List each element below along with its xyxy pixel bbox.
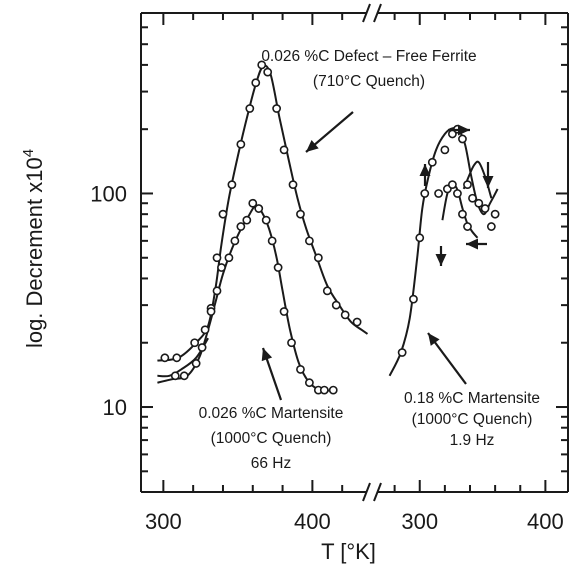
label-ferrite-title: 0.026 %C Defect – Free Ferrite: [261, 48, 476, 65]
curve-left-1: [157, 204, 337, 392]
label-martensite-19-freq: 1.9 Hz: [450, 432, 495, 449]
data-point: [261, 215, 271, 225]
arrow-ferrite: [305, 111, 354, 153]
data-point: [242, 215, 252, 225]
arrow-left-bottom: [466, 238, 487, 250]
data-point: [434, 189, 443, 198]
data-point: [217, 263, 226, 272]
arrow-martensite-66hz: [261, 347, 283, 401]
data-point: [420, 189, 430, 198]
data-point: [245, 104, 255, 113]
curve-left-2: [157, 337, 209, 378]
data-point: [236, 139, 246, 149]
data-point: [197, 343, 207, 352]
data-point: [453, 189, 462, 198]
y-axis-title: log. Decrement x104: [20, 149, 47, 348]
x-tick-label: 400: [294, 509, 331, 534]
data-point: [267, 236, 277, 246]
y-axis-title-exponent: 4: [20, 149, 37, 157]
data-point: [206, 307, 216, 316]
label-martensite-66-title: 0.026 %C Martensite: [199, 405, 344, 422]
data-point: [200, 325, 210, 335]
data-point: [190, 338, 200, 348]
data-point: [340, 310, 350, 320]
data-point: [279, 307, 289, 316]
data-point: [227, 180, 237, 190]
data-point: [458, 209, 467, 219]
arrow-down-right: [482, 162, 494, 188]
data-point: [328, 385, 338, 395]
axes: [140, 3, 569, 502]
data-point: [160, 353, 170, 363]
data-point: [170, 371, 180, 381]
label-martensite-66-freq: 66 Hz: [251, 455, 292, 472]
data-point: [179, 371, 189, 381]
data-point: [305, 236, 314, 246]
data-point: [313, 253, 323, 263]
curves: [157, 64, 499, 392]
data-points: [160, 60, 500, 395]
data-point: [248, 198, 258, 208]
label-martensite-19-title: 0.18 %C Martensite: [404, 390, 540, 407]
data-point: [490, 209, 500, 219]
data-point: [224, 253, 234, 263]
data-point: [480, 204, 490, 213]
y-tick-label: 100: [90, 181, 127, 206]
arrow-up-left: [419, 164, 431, 186]
annotation-arrows: [261, 111, 494, 401]
data-point: [322, 286, 332, 296]
top-axis-break-mark: [362, 3, 382, 23]
data-point: [331, 300, 341, 310]
x-axis-title: T [°K]: [321, 539, 376, 564]
data-point: [352, 317, 362, 327]
data-point: [257, 60, 267, 70]
data-point: [458, 134, 467, 144]
data-point: [263, 67, 273, 77]
data-point: [230, 236, 240, 246]
data-point: [296, 365, 305, 374]
data-point: [468, 193, 477, 203]
data-point: [427, 157, 437, 167]
data-point: [287, 338, 296, 348]
data-point: [486, 222, 496, 231]
data-point: [288, 180, 298, 190]
bottom-axis-break-mark: [362, 482, 382, 502]
data-point: [273, 263, 283, 272]
data-point: [474, 198, 484, 208]
data-point: [236, 222, 246, 231]
data-point: [448, 180, 457, 190]
x-tick-label: 400: [527, 509, 564, 534]
data-point: [319, 385, 329, 395]
data-point: [251, 78, 261, 88]
data-point: [212, 286, 222, 296]
data-point: [463, 222, 472, 231]
data-point: [415, 233, 425, 243]
data-point: [305, 378, 314, 388]
label-ferrite-quench: (710°C Quench): [313, 73, 425, 90]
arrow-martensite-1-9hz: [427, 332, 467, 385]
arrow-right-top: [448, 124, 470, 136]
data-point: [218, 209, 228, 219]
data-point: [440, 145, 450, 155]
data-point: [191, 359, 201, 368]
data-point: [279, 145, 289, 155]
label-martensite-19-quench: (1000°C Quench): [412, 411, 533, 428]
data-point: [397, 348, 407, 357]
data-point: [254, 204, 264, 213]
labels: 10 100 300 400 300 400 T [°K] log. Decrement x1…: [20, 48, 564, 564]
arrow-down-bottom: [435, 246, 447, 266]
y-tick-label: 10: [103, 395, 127, 420]
data-point: [172, 353, 182, 363]
data-point: [409, 294, 418, 304]
x-tick-label: 300: [401, 509, 438, 534]
label-martensite-66-quench: (1000°C Quench): [211, 430, 332, 447]
data-point: [296, 209, 305, 219]
data-point: [463, 180, 472, 190]
x-tick-label: 300: [145, 509, 182, 534]
data-point: [212, 253, 222, 263]
data-point: [272, 104, 282, 113]
